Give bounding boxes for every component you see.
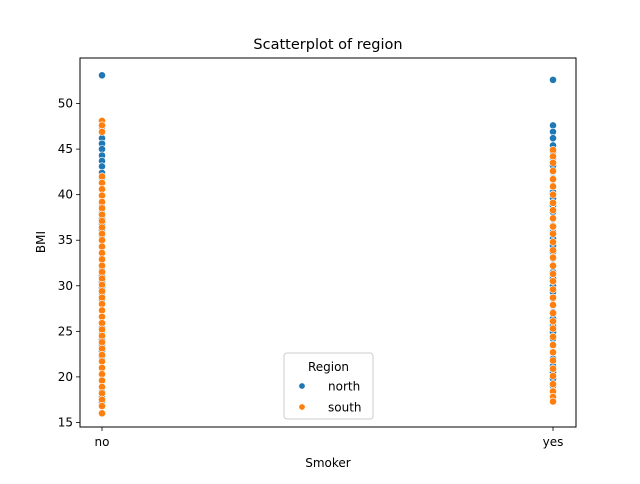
y-tick-label: 50 bbox=[58, 97, 73, 111]
point-south bbox=[549, 182, 557, 191]
point-south bbox=[549, 238, 557, 246]
point-south bbox=[549, 397, 557, 406]
point-south bbox=[549, 293, 557, 302]
y-tick-label: 15 bbox=[58, 415, 73, 429]
legend: Region north south bbox=[283, 352, 374, 420]
point-north bbox=[549, 134, 557, 143]
y-tick-label: 20 bbox=[58, 370, 73, 384]
y-tick-label: 35 bbox=[58, 233, 73, 247]
point-south bbox=[549, 301, 557, 309]
point-south bbox=[549, 324, 557, 333]
x-tick-label-yes: yes bbox=[543, 435, 564, 449]
point-south bbox=[549, 206, 557, 215]
point-south bbox=[98, 402, 106, 410]
point-south bbox=[549, 222, 557, 231]
point-south bbox=[549, 356, 557, 365]
y-axis: 15 20 25 30 35 40 45 50 bbox=[58, 97, 80, 429]
point-south bbox=[549, 277, 557, 286]
legend-title: Region bbox=[308, 360, 349, 374]
point-south bbox=[549, 309, 557, 318]
point-south bbox=[549, 332, 557, 341]
point-south bbox=[549, 229, 557, 238]
y-tick-label: 45 bbox=[58, 142, 73, 156]
x-tick-label-no: no bbox=[95, 435, 110, 449]
point-south bbox=[549, 317, 557, 326]
point-south bbox=[549, 261, 557, 270]
point-south bbox=[549, 364, 557, 373]
point-south bbox=[549, 341, 557, 349]
point-south bbox=[549, 190, 557, 199]
point-south bbox=[98, 409, 106, 418]
y-axis-label: BMI bbox=[34, 231, 48, 253]
point-south bbox=[549, 167, 557, 175]
plot-area-frame bbox=[79, 57, 577, 428]
series-south bbox=[98, 116, 557, 418]
point-south bbox=[549, 253, 557, 262]
x-axis: no yes bbox=[95, 427, 564, 449]
point-south bbox=[549, 175, 557, 184]
point-south bbox=[549, 380, 557, 389]
x-axis-label: Smoker bbox=[305, 456, 351, 470]
chart-title: Scatterplot of region bbox=[253, 37, 402, 53]
point-south bbox=[549, 158, 557, 167]
point-north bbox=[98, 71, 106, 80]
point-south bbox=[549, 348, 557, 357]
legend-box bbox=[283, 352, 374, 420]
point-south bbox=[549, 246, 557, 255]
legend-label-south: south bbox=[328, 401, 362, 415]
y-tick-label: 30 bbox=[58, 279, 73, 293]
point-south bbox=[549, 270, 557, 278]
point-south bbox=[549, 372, 557, 380]
legend-marker-south bbox=[298, 403, 306, 411]
y-tick-label: 25 bbox=[58, 324, 73, 338]
y-tick-label: 40 bbox=[58, 188, 73, 202]
point-south bbox=[549, 214, 557, 223]
point-south bbox=[549, 285, 557, 294]
point-south bbox=[98, 127, 106, 136]
legend-marker-north bbox=[298, 382, 306, 390]
point-north bbox=[549, 75, 557, 84]
legend-label-north: north bbox=[328, 380, 360, 394]
point-south bbox=[549, 198, 557, 207]
points-layer bbox=[98, 71, 557, 418]
